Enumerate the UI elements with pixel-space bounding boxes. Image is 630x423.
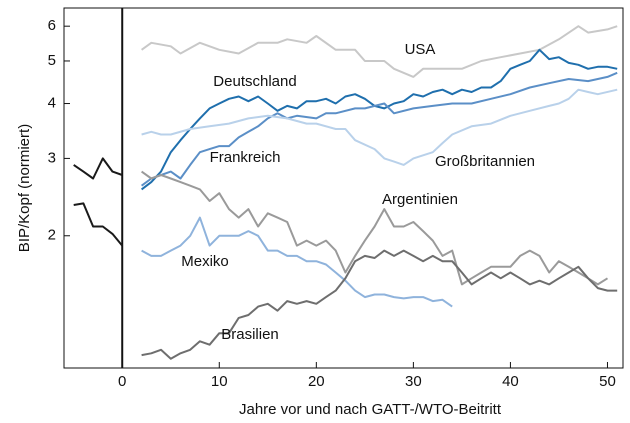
- series-line: [141, 249, 618, 360]
- series-label: Brasilien: [221, 326, 279, 343]
- x-tick-label: 20: [308, 373, 325, 390]
- series-label: USA: [405, 41, 436, 58]
- series-line: [141, 170, 609, 286]
- y-tick-label: 3: [48, 149, 56, 166]
- y-tick-label: 6: [48, 17, 56, 34]
- series-line: [73, 157, 123, 180]
- y-axis-label: BIP/Kopf (normiert): [16, 124, 33, 252]
- series-line: [140, 48, 618, 191]
- series-label: Mexiko: [181, 253, 229, 270]
- y-tick-label: 5: [48, 52, 56, 69]
- y-tick-label: 2: [48, 227, 56, 244]
- x-tick-label: 0: [118, 373, 126, 390]
- series-line: [73, 202, 123, 247]
- x-axis-label: Jahre vor und nach GATT-/WTO-Beitritt: [239, 401, 502, 418]
- series-label: Frankreich: [210, 149, 281, 166]
- x-tick-label: 50: [599, 373, 616, 390]
- series-line: [141, 88, 618, 166]
- plot-frame: [63, 7, 624, 369]
- x-tick-label: 30: [405, 373, 422, 390]
- series-label: Großbritannien: [435, 153, 535, 170]
- y-tick-label: 4: [48, 95, 56, 112]
- series-line: [141, 71, 618, 187]
- x-tick-label: 10: [211, 373, 228, 390]
- series-line: [141, 216, 453, 308]
- series-label: Argentinien: [382, 191, 458, 208]
- series-line: [141, 25, 618, 78]
- x-tick-label: 40: [502, 373, 519, 390]
- series-label: Deutschland: [213, 73, 296, 90]
